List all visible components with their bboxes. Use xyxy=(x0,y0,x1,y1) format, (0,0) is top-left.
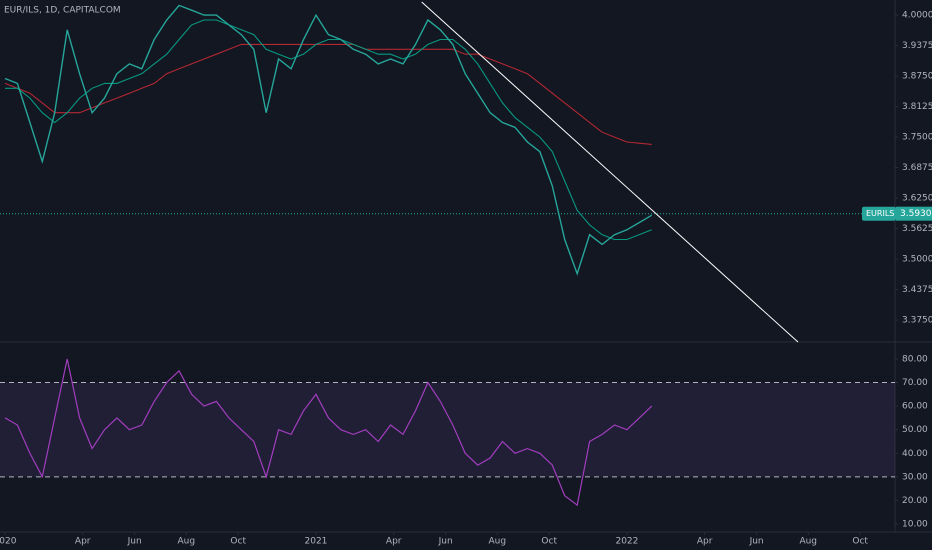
y-tick-label: 10.00 xyxy=(902,519,928,529)
x-tick-label: Jun xyxy=(749,537,764,547)
x-tick-label: Aug xyxy=(488,537,506,547)
x-tick-label: Apr xyxy=(697,537,713,547)
x-tick-label: Aug xyxy=(799,537,817,547)
y-tick-label: 20.00 xyxy=(902,496,928,506)
chart-title: EUR/ILS, 1D, CAPITALCOM xyxy=(4,6,121,16)
rsi-line xyxy=(4,358,653,507)
x-tick-label: 2020 xyxy=(0,537,17,547)
y-tick-label: 3.8750 xyxy=(902,72,932,82)
x-tick-label: Oct xyxy=(230,537,246,547)
x-tick-label: Apr xyxy=(75,537,91,547)
y-tick-label: 3.5000 xyxy=(902,255,932,265)
y-tick-label: 3.8125 xyxy=(902,102,932,112)
y-tick-label: 3.3750 xyxy=(902,316,932,326)
price-line xyxy=(4,4,653,276)
rsi-band xyxy=(0,382,895,477)
y-tick-label: 40.00 xyxy=(902,449,928,459)
x-tick-label: Oct xyxy=(541,537,557,547)
trendline xyxy=(421,1,799,343)
symbol-tag xyxy=(862,206,896,221)
y-tick-label: 50.00 xyxy=(902,425,928,435)
y-tick-label: 3.6250 xyxy=(902,194,932,204)
y-tick-label: 3.7500 xyxy=(902,133,932,143)
x-tick-label: Jun xyxy=(127,537,142,547)
y-tick-label: 3.4375 xyxy=(902,285,932,295)
x-tick-label: 2022 xyxy=(615,537,638,547)
x-tick-label: Apr xyxy=(386,537,402,547)
x-tick-label: Jun xyxy=(438,537,453,547)
x-tick-label: Aug xyxy=(177,537,195,547)
last-price-tag xyxy=(896,206,932,221)
last-price-label: 3.5930 xyxy=(900,209,932,219)
moving-average xyxy=(5,19,652,241)
y-tick-label: 30.00 xyxy=(902,472,928,482)
x-tick-label: Oct xyxy=(852,537,868,547)
y-tick-label: 80.00 xyxy=(902,354,928,364)
y-tick-label: 4.0000 xyxy=(902,11,932,21)
y-tick-label: 3.9375 xyxy=(902,41,932,51)
y-tick-label: 3.6875 xyxy=(902,163,932,173)
moving-average xyxy=(4,43,652,145)
y-tick-label: 3.5625 xyxy=(902,224,932,234)
y-tick-label: 70.00 xyxy=(902,378,928,388)
y-tick-label: 60.00 xyxy=(902,402,928,412)
x-tick-label: 2021 xyxy=(305,537,328,547)
symbol-label: EURILS xyxy=(866,209,894,218)
